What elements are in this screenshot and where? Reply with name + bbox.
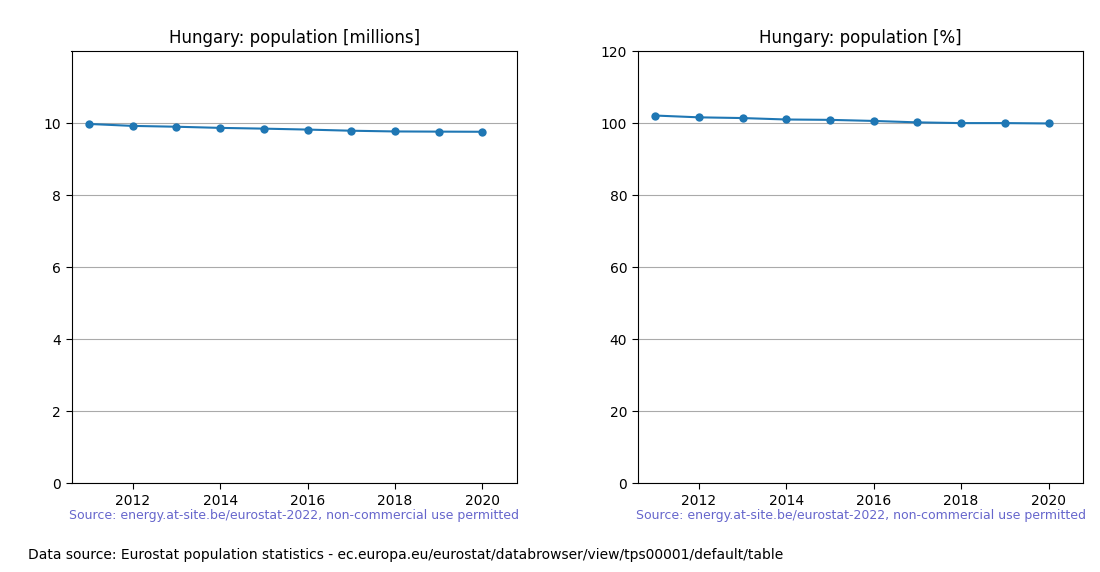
Text: Source: energy.at-site.be/eurostat-2022, non-commercial use permitted: Source: energy.at-site.be/eurostat-2022,… (636, 509, 1086, 522)
Text: Data source: Eurostat population statistics - ec.europa.eu/eurostat/databrowser/: Data source: Eurostat population statist… (28, 548, 783, 562)
Text: Source: energy.at-site.be/eurostat-2022, non-commercial use permitted: Source: energy.at-site.be/eurostat-2022,… (69, 509, 519, 522)
Title: Hungary: population [%]: Hungary: population [%] (759, 29, 961, 47)
Title: Hungary: population [millions]: Hungary: population [millions] (168, 29, 420, 47)
